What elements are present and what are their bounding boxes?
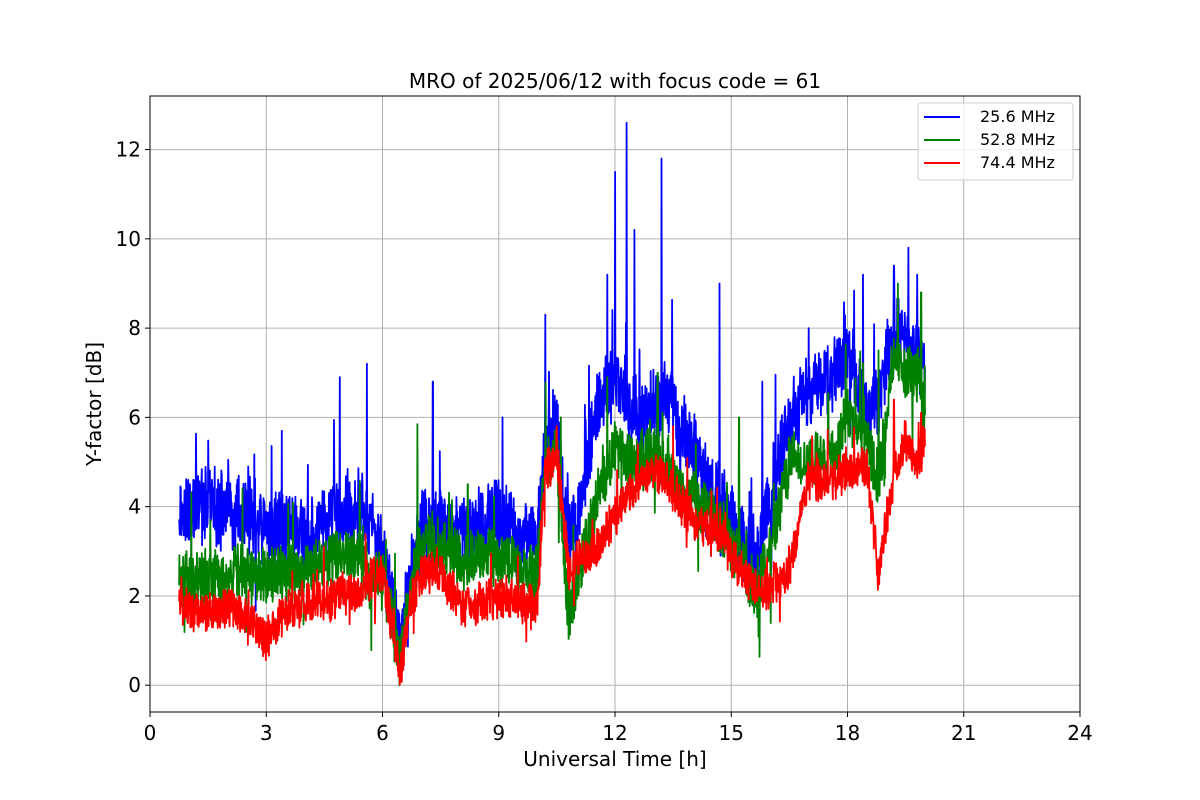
y-tick-label: 8 — [128, 316, 141, 340]
x-tick-label: 21 — [951, 721, 976, 745]
y-axis-label: Y-factor [dB] — [82, 342, 106, 467]
x-axis: 0 3 6 9 12 15 18 21 24 — [144, 712, 1093, 745]
x-tick-label: 15 — [719, 721, 744, 745]
legend-label: 52.8 MHz — [980, 130, 1055, 149]
y-tick-label: 10 — [116, 227, 141, 251]
series-layer — [178, 121, 926, 687]
x-tick-label: 3 — [260, 721, 273, 745]
series-line — [178, 398, 926, 686]
series-line — [178, 121, 926, 666]
x-axis-label: Universal Time [h] — [523, 747, 706, 771]
legend-box — [917, 102, 1074, 181]
legend-label: 25.6 MHz — [980, 107, 1055, 126]
y-axis: 0 2 4 6 8 10 12 — [116, 138, 150, 697]
y-tick-label: 12 — [116, 138, 141, 162]
x-tick-label: 18 — [835, 721, 860, 745]
y-tick-label: 4 — [128, 495, 141, 519]
x-tick-label: 9 — [492, 721, 505, 745]
chart-title: MRO of 2025/06/12 with focus code = 61 — [409, 69, 821, 93]
x-tick-label: 12 — [602, 721, 627, 745]
x-tick-label: 0 — [144, 721, 157, 745]
legend-label: 74.4 MHz — [980, 153, 1055, 172]
x-tick-label: 24 — [1067, 721, 1092, 745]
x-tick-label: 6 — [376, 721, 389, 745]
y-tick-label: 2 — [128, 584, 141, 608]
y-tick-label: 6 — [128, 405, 141, 429]
legend: 25.6 MHz 52.8 MHz 74.4 MHz — [917, 102, 1074, 181]
y-tick-label: 0 — [128, 673, 141, 697]
